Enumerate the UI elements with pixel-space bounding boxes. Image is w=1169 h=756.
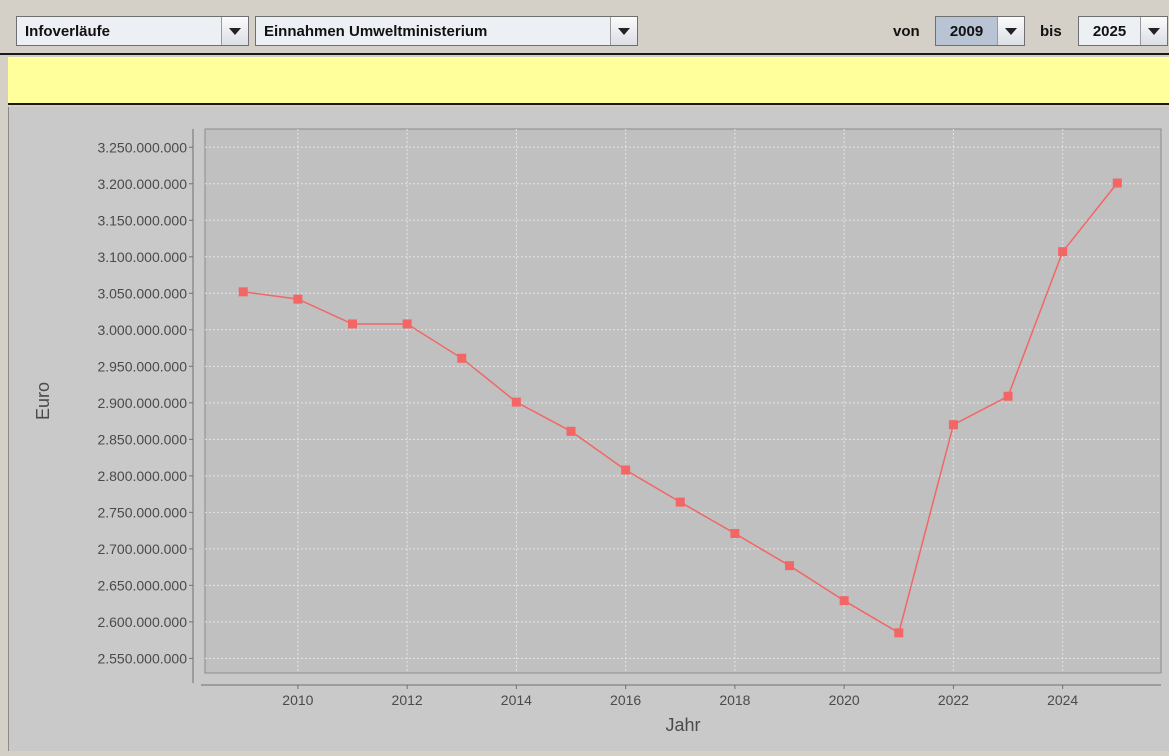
chevron-down-icon[interactable]: [997, 17, 1024, 45]
data-point: [293, 294, 303, 304]
x-tick-label: 2020: [829, 692, 860, 708]
data-point: [948, 420, 958, 430]
y-tick-label: 3.250.000.000: [97, 139, 187, 155]
y-tick-label: 3.150.000.000: [97, 212, 187, 228]
x-tick-label: 2022: [938, 692, 969, 708]
data-markers: [238, 178, 1122, 638]
chevron-down-icon[interactable]: [221, 17, 248, 45]
from-year-value: 2009: [936, 17, 997, 45]
x-axis-ticks: 2010 2012 2014 2016 2018 2020 2022 2024: [282, 685, 1078, 708]
grid-lines: [205, 129, 1161, 673]
x-tick-label: 2018: [719, 692, 750, 708]
y-tick-label: 2.800.000.000: [97, 468, 187, 484]
data-point: [839, 596, 849, 606]
y-tick-label: 2.850.000.000: [97, 431, 187, 447]
data-point: [511, 397, 521, 407]
data-point: [402, 319, 412, 329]
data-point: [347, 319, 357, 329]
y-axis-ticks: 2.550.000.000 2.600.000.000 2.650.000.000 2…: [97, 139, 193, 666]
dataset-select[interactable]: Einnahmen Umweltministerium: [255, 16, 638, 46]
data-point: [1112, 178, 1122, 188]
line-chart: 2.550.000.000 2.600.000.000 2.650.000.000 2…: [33, 128, 1162, 735]
y-tick-label: 2.900.000.000: [97, 395, 187, 411]
y-tick-label: 2.650.000.000: [97, 577, 187, 593]
data-point: [238, 287, 248, 297]
dataset-select-value: Einnahmen Umweltministerium: [264, 22, 488, 40]
from-label: von: [893, 22, 920, 40]
x-tick-label: 2024: [1047, 692, 1078, 708]
to-year-value: 2025: [1092, 22, 1127, 40]
data-point: [457, 353, 467, 363]
chart-panel: 2.550.000.000 2.600.000.000 2.650.000.000 2…: [8, 107, 1169, 751]
toolbar: Infoverläufe Einnahmen Umweltministerium…: [0, 0, 1169, 55]
x-tick-label: 2012: [392, 692, 423, 708]
view-select-value: Infoverläufe: [25, 22, 111, 40]
x-axis-title: Jahr: [665, 715, 700, 735]
y-tick-label: 2.750.000.000: [97, 504, 187, 520]
plot-background: [204, 128, 1162, 674]
chevron-down-icon[interactable]: [610, 17, 637, 45]
y-tick-label: 3.000.000.000: [97, 322, 187, 338]
data-point: [621, 465, 631, 475]
to-label: bis: [1040, 22, 1062, 40]
y-tick-label: 3.100.000.000: [97, 249, 187, 265]
data-point: [785, 561, 795, 571]
x-tick-label: 2010: [282, 692, 313, 708]
data-point: [730, 529, 740, 539]
view-select[interactable]: Infoverläufe: [16, 16, 249, 46]
y-tick-label: 2.600.000.000: [97, 614, 187, 630]
info-bar: [8, 57, 1169, 105]
x-tick-label: 2014: [501, 692, 532, 708]
y-tick-label: 2.700.000.000: [97, 541, 187, 557]
y-tick-label: 2.550.000.000: [97, 650, 187, 666]
y-axis-title: Euro: [33, 382, 53, 420]
data-point: [675, 497, 685, 507]
to-year-select[interactable]: 2025: [1078, 16, 1168, 46]
chevron-down-icon[interactable]: [1140, 17, 1167, 45]
y-tick-label: 3.200.000.000: [97, 176, 187, 192]
axes: [192, 129, 1161, 686]
x-tick-label: 2016: [610, 692, 641, 708]
data-point: [566, 426, 576, 436]
data-point: [1003, 391, 1013, 401]
from-year-select[interactable]: 2009: [935, 16, 1025, 46]
y-tick-label: 3.050.000.000: [97, 285, 187, 301]
y-tick-label: 2.950.000.000: [97, 358, 187, 374]
data-point: [1058, 247, 1068, 257]
data-point: [894, 628, 904, 638]
